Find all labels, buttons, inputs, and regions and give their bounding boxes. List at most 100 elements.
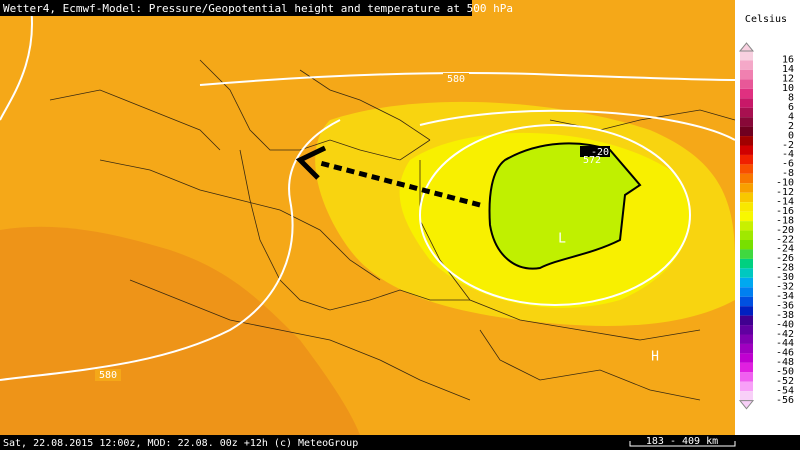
legend-label: -34 [776, 291, 794, 302]
temperature-label: -20 [591, 147, 609, 158]
legend-swatch [740, 60, 753, 70]
arrow-head [295, 145, 327, 180]
legend-swatch [740, 221, 753, 231]
legend-swatch [740, 211, 753, 222]
legend-swatch [740, 126, 753, 137]
label-bg [443, 73, 469, 85]
legend-top-cap [738, 42, 755, 52]
low-marker: L [558, 232, 566, 247]
scale-text: 183 - 409 km [646, 436, 718, 447]
isoline-label: 580 [447, 74, 465, 85]
legend-label: 12 [782, 74, 794, 85]
warm-area [0, 226, 360, 435]
legend-swatch [740, 230, 753, 240]
legend-label: 4 [788, 111, 794, 122]
borders [49, 59, 736, 401]
legend-label: -46 [776, 348, 794, 359]
legend-label: -50 [776, 367, 794, 378]
isoline-label: 572 [583, 155, 601, 166]
scale-bar [629, 441, 736, 447]
legend-swatch [740, 268, 753, 278]
legend-swatch [740, 202, 753, 212]
legend-swatch [740, 98, 753, 108]
legend-label: -40 [776, 319, 794, 330]
legend-swatch [740, 249, 753, 259]
legend-label: -24 [776, 244, 794, 255]
legend-label: -14 [776, 196, 794, 207]
legend-swatch [740, 277, 753, 288]
cold-core [488, 142, 642, 270]
legend-label: 2 [788, 121, 794, 132]
isolines [0, 0, 736, 381]
high-marker: H [651, 350, 659, 365]
legend-swatch [740, 287, 753, 297]
legend-label: -32 [776, 282, 794, 293]
legend-swatch [740, 136, 753, 146]
legend-label: -38 [776, 310, 794, 321]
legend-swatch [740, 240, 753, 250]
legend-swatch [740, 69, 753, 80]
legend-label: 6 [788, 102, 794, 113]
legend-bottom-cap [738, 400, 755, 410]
legend-swatch [740, 391, 753, 401]
legend-swatch [740, 315, 753, 326]
legend-swatch [740, 117, 753, 127]
legend-swatch [740, 173, 753, 184]
legend-label: 0 [788, 130, 794, 141]
legend-label: -6 [782, 159, 794, 170]
legend-swatch [740, 51, 753, 61]
legend-label: -26 [776, 253, 794, 264]
legend-swatch [740, 164, 753, 174]
legend-swatch [740, 334, 753, 344]
footer-bar [0, 435, 800, 450]
legend-swatch [740, 258, 753, 269]
map: 580 580 -20 572 L H [0, 0, 736, 435]
legend-label: -8 [782, 168, 794, 179]
legend-swatch [740, 353, 753, 363]
legend-swatch [740, 192, 753, 203]
legend-label: -30 [776, 272, 794, 283]
legend-label: -48 [776, 357, 794, 368]
legend-label: -54 [776, 385, 794, 396]
title: Wetter4, Ecmwf-Model: Pressure/Geopotent… [3, 2, 513, 15]
legend-label: -52 [776, 376, 794, 387]
legend-label: 14 [782, 64, 794, 75]
legend-label: -56 [776, 395, 794, 406]
legend-label: -28 [776, 263, 794, 274]
legend-label: -10 [776, 178, 794, 189]
legend-swatch [740, 381, 753, 392]
legend-swatch [740, 79, 753, 89]
legend-swatch [740, 145, 753, 155]
legend-label: -36 [776, 300, 794, 311]
legend-label: -42 [776, 329, 794, 340]
legend-title: Celsius [745, 14, 787, 25]
legend-label: -18 [776, 215, 794, 226]
legend-label: -16 [776, 206, 794, 217]
footer-info: Sat, 22.08.2015 12:00z, MOD: 22.08. 00z … [3, 438, 358, 449]
title-bar [0, 0, 472, 16]
legend-label: -22 [776, 234, 794, 245]
isoline-label: 580 [99, 370, 117, 381]
legend-swatch [740, 154, 753, 165]
legend-swatch [740, 296, 753, 307]
legend-swatch [740, 343, 753, 354]
legend-swatch [740, 362, 753, 373]
legend-swatch [740, 88, 753, 99]
legend-swatch [740, 183, 753, 193]
legend-label: -4 [782, 149, 794, 160]
legend-label: 16 [782, 55, 794, 66]
legend-label: -12 [776, 187, 794, 198]
legend-label: 8 [788, 93, 794, 104]
legend-swatch [740, 107, 753, 118]
legend-swatch [740, 306, 753, 316]
label-bg [580, 146, 610, 157]
movement-arrow [319, 160, 481, 208]
legend-swatch [740, 325, 753, 335]
legend-label: -20 [776, 225, 794, 236]
legend-label: 10 [782, 83, 794, 94]
legend: Celsius 1614121086420-2-4-6-8-10-12-14-1… [735, 0, 800, 435]
legend-label: -2 [782, 140, 794, 151]
label-bg [95, 369, 121, 381]
legend-swatch [740, 372, 753, 382]
